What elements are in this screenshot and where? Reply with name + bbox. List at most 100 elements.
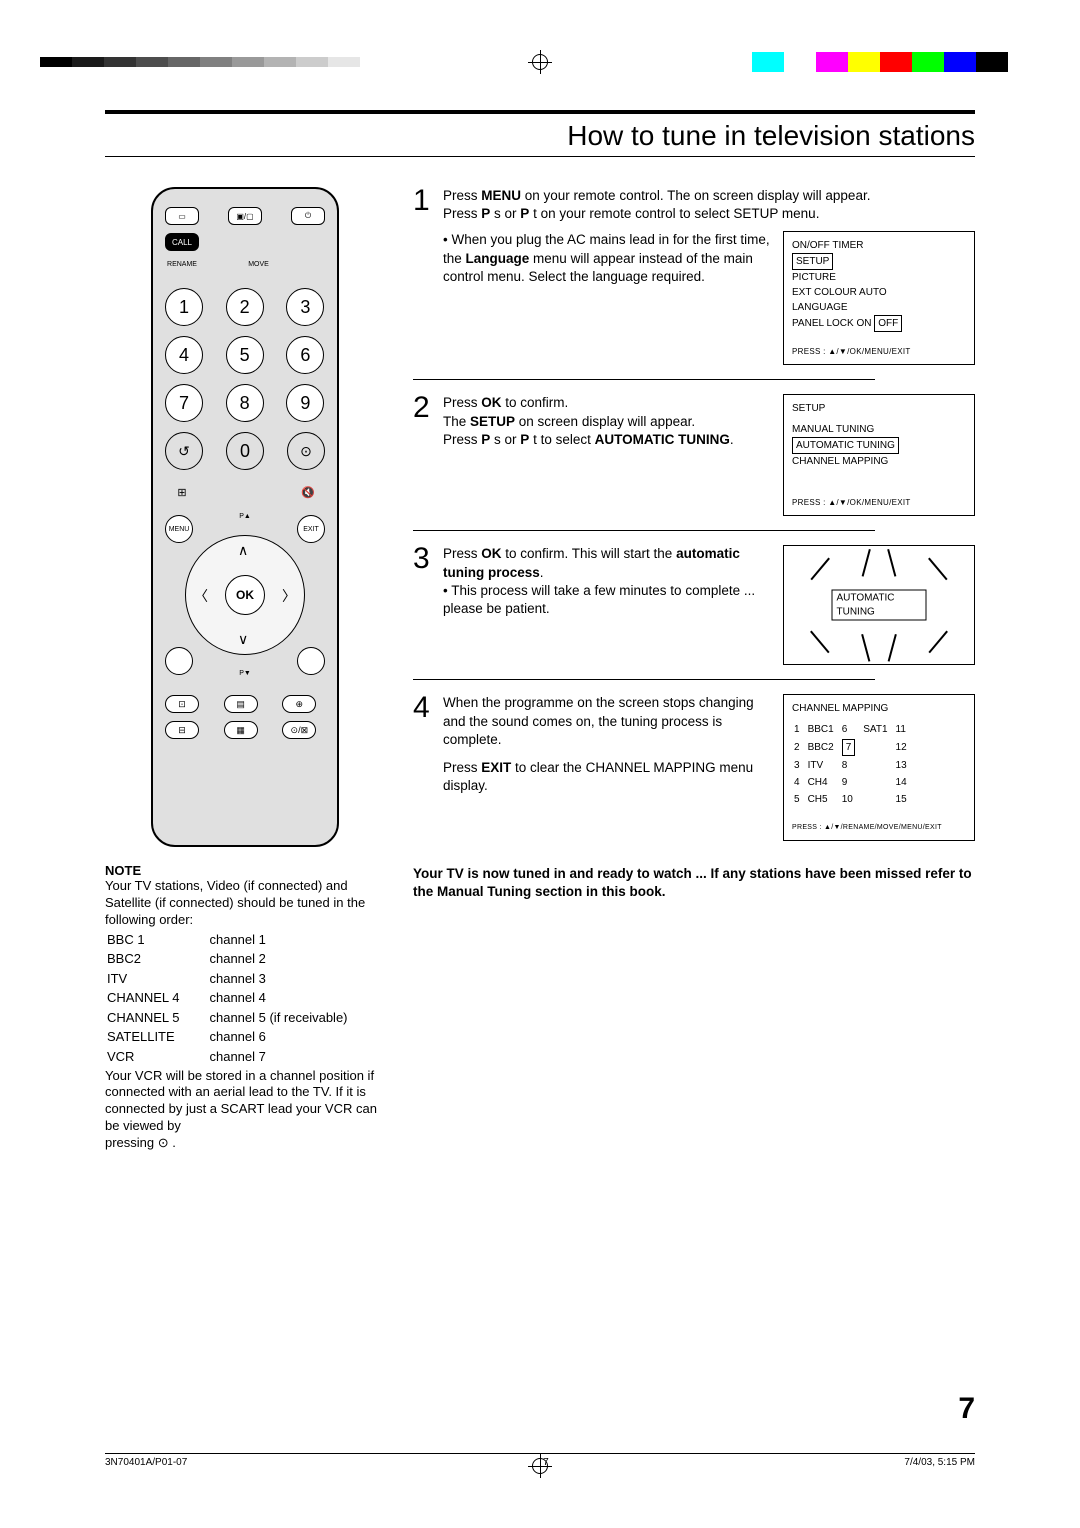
arrow-down-icon: ∨ <box>238 631 248 648</box>
table-row: VCRchannel 7 <box>107 1048 376 1066</box>
grayscale-bar <box>40 57 360 67</box>
s2-l2a: The <box>443 414 470 429</box>
remote-btn-top1: ▭ <box>165 207 199 225</box>
osd4-foot: PRESS : ▲/▼/RENAME/MOVE/MENU/EXIT <box>792 823 966 834</box>
table-row: CHANNEL 4channel 4 <box>107 989 376 1007</box>
remote-bottom-btn-4: ▦ <box>224 721 258 739</box>
osd-setup-menu: SETUP MANUAL TUNING AUTOMATIC TUNING CHA… <box>783 394 975 516</box>
remote-key-3: 3 <box>286 288 324 326</box>
osd-channel-mapping: CHANNEL MAPPING 1BBC16SAT1112BBC27123ITV… <box>783 694 975 841</box>
s3-b: OK <box>481 546 501 561</box>
arrow-left-icon: 〈 <box>194 586 208 606</box>
osd3-label: AUTOMATIC TUNING <box>832 590 927 621</box>
osd2-l1: SETUP <box>792 401 966 416</box>
osd4-table: 1BBC16SAT1112BBC27123ITV8134CH49145CH510… <box>792 720 915 809</box>
remote-label-rename: RENAME <box>165 261 199 268</box>
remote-btn-ok: OK <box>225 575 265 615</box>
step-number: 3 <box>413 545 437 665</box>
table-row: SATELLITEchannel 6 <box>107 1028 376 1046</box>
remote-btn-top2: ▣/▢ <box>228 207 262 225</box>
s2-l3b: P <box>481 432 490 447</box>
remote-btn-mute: 🔇 <box>291 486 325 499</box>
s4-l2b: EXIT <box>481 760 511 775</box>
arrow-up-icon: ∧ <box>238 542 248 559</box>
step1-l2c: s or <box>490 206 520 221</box>
remote-bottom-btn-5: ⊙/⊠ <box>282 721 316 739</box>
step1-p2: P <box>520 206 529 221</box>
step1-p1: P <box>481 206 490 221</box>
table-row: ITVchannel 3 <box>107 970 376 988</box>
remote-bottom-grid: ⊡ ▤ ⊕ ⊟ ▦ ⊙/⊠ <box>165 695 325 739</box>
registration-bottom <box>0 1454 1080 1478</box>
table-row: 3ITV813 <box>794 758 913 773</box>
remote-key-0: 0 <box>226 432 264 470</box>
table-row: 2BBC2712 <box>794 739 913 756</box>
osd1-l2: SETUP <box>792 253 833 270</box>
s2-l1b: OK <box>481 395 501 410</box>
remote-key-9: 9 <box>286 384 324 422</box>
table-row: BBC2channel 2 <box>107 950 376 968</box>
remote-btn-power: ⏻ <box>291 207 325 225</box>
registration-cross <box>528 50 552 74</box>
remote-key-8: 8 <box>226 384 264 422</box>
remote-label-pup: P▲ <box>239 513 251 520</box>
table-row: CHANNEL 5channel 5 (if receivable) <box>107 1009 376 1027</box>
s4-l2a: Press <box>443 760 481 775</box>
remote-key-6: 6 <box>286 336 324 374</box>
station-order-table: BBC 1channel 1BBC2channel 2ITVchannel 3C… <box>105 929 378 1068</box>
remote-btn-call: CALL <box>165 233 199 251</box>
note-outro2: pressing ⊙ . <box>105 1135 385 1152</box>
s2-l2b: SETUP <box>470 414 515 429</box>
remote-bottom-btn-0: ⊡ <box>165 695 199 713</box>
color-bar <box>720 52 1040 72</box>
s3-e: . <box>540 565 544 580</box>
osd-auto-tuning: AUTOMATIC TUNING <box>783 545 975 665</box>
s2-l3e: t to select <box>529 432 594 447</box>
remote-bottom-btn-2: ⊕ <box>282 695 316 713</box>
remote-label-pdown: P▼ <box>239 670 251 677</box>
osd2-foot: PRESS : ▲/▼/OK/MENU/EXIT <box>792 497 966 509</box>
remote-dpad: MENU P▲ EXIT ∧ 〈 〉 ∨ OK P▼ <box>165 515 325 675</box>
table-row: BBC 1channel 1 <box>107 931 376 949</box>
remote-btn-corner-br <box>297 647 325 675</box>
arrow-right-icon: 〉 <box>282 586 296 606</box>
s2-l3c: s or <box>490 432 520 447</box>
remote-label-move: MOVE <box>242 261 276 268</box>
step1-l2a: Press <box>443 206 481 221</box>
step-separator <box>413 530 875 531</box>
step-separator <box>413 379 875 380</box>
remote-btn-return: ↺ <box>165 432 203 470</box>
registration-top <box>0 50 1080 74</box>
osd2-l3: AUTOMATIC TUNING <box>792 437 899 454</box>
remote-key-1: 1 <box>165 288 203 326</box>
s4-l1: When the programme on the screen stops c… <box>443 694 775 749</box>
step-number: 4 <box>413 694 437 841</box>
remote-illustration: ▭ ▣/▢ ⏻ CALL RENAME MOVE 123456789 <box>151 187 339 847</box>
osd1-l5: LANGUAGE <box>792 300 966 315</box>
step1-bullet-b: Language <box>466 251 530 266</box>
remote-btn-exit: EXIT <box>297 515 325 543</box>
table-row: 5CH51015 <box>794 792 913 807</box>
final-note: Your TV is now tuned in and ready to wat… <box>413 865 975 901</box>
osd1-l3: PICTURE <box>792 270 966 285</box>
rule-heavy <box>105 110 975 114</box>
note-intro: Your TV stations, Video (if connected) a… <box>105 878 385 929</box>
osd1-l6b: OFF <box>874 315 902 332</box>
step1-l2e: t on your remote control to select SETUP… <box>529 206 819 221</box>
s3-bullet: • This process will take a few minutes t… <box>443 582 775 618</box>
osd4-title: CHANNEL MAPPING <box>792 701 966 716</box>
remote-bottom-btn-3: ⊟ <box>165 721 199 739</box>
s2-l3d: P <box>520 432 529 447</box>
s2-l2c: on screen display will appear. <box>515 414 695 429</box>
step-number: 2 <box>413 394 437 516</box>
remote-bottom-btn-1: ▤ <box>224 695 258 713</box>
remote-key-7: 7 <box>165 384 203 422</box>
s2-l1a: Press <box>443 395 481 410</box>
remote-key-5: 5 <box>226 336 264 374</box>
remote-keypad: 123456789 <box>165 288 325 422</box>
osd-main-menu: ON/OFF TIMER SETUP PICTURE EXT COLOUR AU… <box>783 231 975 365</box>
remote-key-2: 2 <box>226 288 264 326</box>
page-number: 7 <box>958 1392 975 1426</box>
s2-l3f: AUTOMATIC TUNING <box>595 432 730 447</box>
osd1-l4: EXT COLOUR AUTO <box>792 285 966 300</box>
